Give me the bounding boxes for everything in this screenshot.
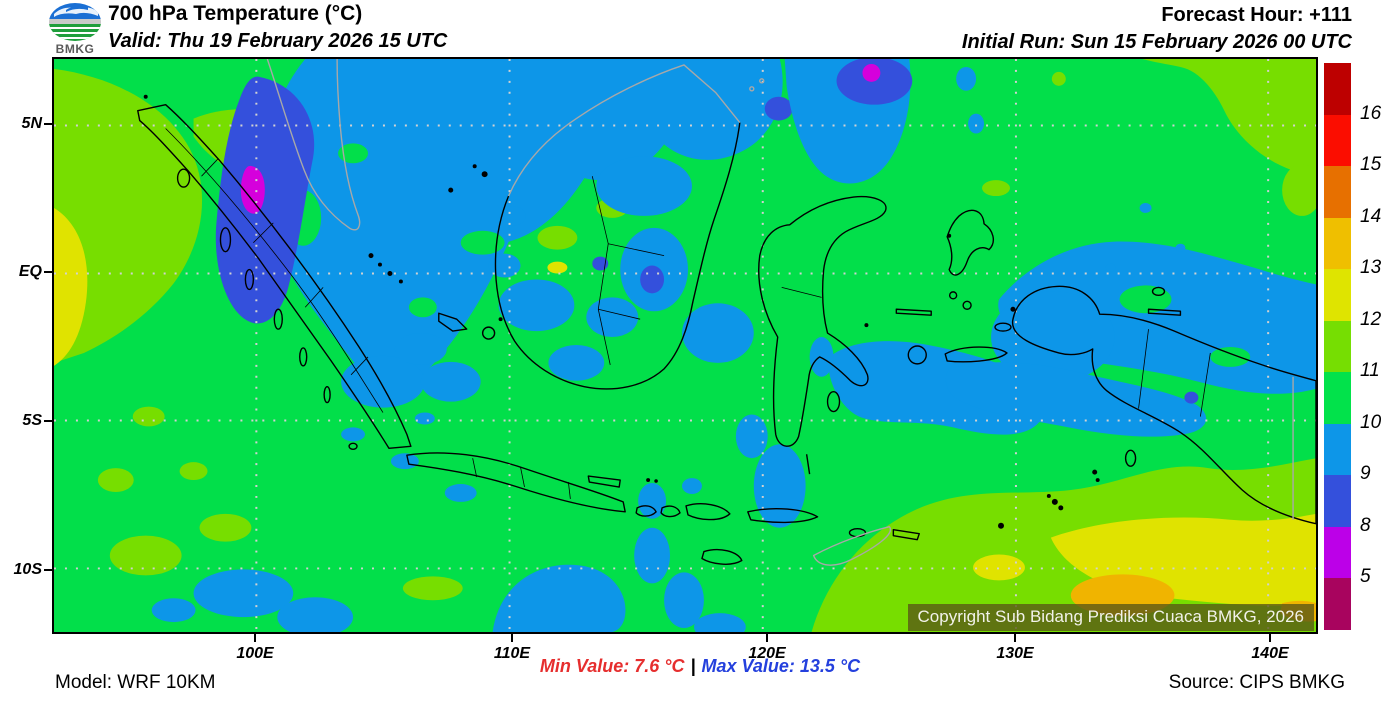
bmkg-logo-text: BMKG	[55, 42, 95, 56]
colorbar-segment	[1324, 423, 1351, 476]
colorbar-segment	[1324, 63, 1351, 115]
colorbar-tick-label: 15	[1360, 153, 1382, 175]
lon-axis-tick	[511, 634, 513, 642]
copyright-strip: Copyright Sub Bidang Prediksi Cuaca BMKG…	[907, 604, 1314, 631]
lon-axis-label: 140E	[1251, 645, 1289, 662]
lat-axis-tick	[44, 569, 52, 571]
colorbar-tick-label: 11	[1360, 360, 1380, 382]
small-islands	[143, 94, 1100, 529]
colorbar-labels: 16 15 14 13 12 11 10 9 8 5	[1360, 63, 1400, 630]
lat-axis-tick	[44, 271, 52, 273]
min-value: Min Value: 7.6 °C	[539, 656, 685, 676]
page-title: 700 hPa Temperature (°C)	[108, 2, 363, 25]
lon-axis-label: 100E	[236, 645, 274, 662]
lat-axis-label: 5N	[21, 115, 42, 132]
bmkg-logo: BMKG	[46, 2, 104, 56]
lon-axis-tick	[1269, 634, 1271, 642]
lat-axis-tick	[44, 420, 52, 422]
colorbar-tick-label: 9	[1360, 463, 1371, 485]
valid-time: Valid: Thu 19 February 2026 15 UTC	[108, 30, 448, 52]
initial-run: Initial Run: Sun 15 February 2026 00 UTC	[961, 31, 1352, 53]
lon-axis-label: 130E	[996, 645, 1034, 662]
lon-axis-tick	[254, 634, 256, 642]
colorbar-tick-label: 16	[1360, 102, 1382, 124]
colorbar-segment	[1324, 526, 1351, 579]
lon-axis-label: 110E	[493, 645, 531, 662]
colorbar-segment	[1324, 578, 1351, 630]
colorbar-segment	[1324, 114, 1351, 167]
colorbar-segment	[1324, 372, 1351, 424]
colorbar-tick-label: 14	[1360, 205, 1382, 227]
minmax-line: Min Value: 7.6 °C | Max Value: 13.5 °C	[540, 656, 860, 677]
lat-axis-label: EQ	[18, 263, 42, 280]
lon-axis-tick	[766, 634, 768, 642]
colorbar-tick-label: 8	[1360, 514, 1371, 536]
colorbar-tick-label: 13	[1360, 257, 1382, 279]
colorbar-tick-label: 5	[1360, 566, 1371, 588]
minmax-separator: |	[690, 656, 696, 676]
colorbar	[1324, 63, 1351, 630]
admin-borders	[165, 128, 1211, 499]
colorbar-segment	[1324, 166, 1351, 218]
max-value: Max Value: 13.5 °C	[701, 656, 861, 676]
lon-axis-label: 120E	[748, 645, 786, 662]
colorbar-segment	[1324, 269, 1351, 321]
model-label: Model: WRF 10KM	[55, 672, 216, 693]
foreign-coastlines	[266, 59, 1294, 566]
map-canvas	[52, 57, 1318, 634]
colorbar-segment	[1324, 217, 1351, 270]
bmkg-logo-icon	[49, 3, 101, 41]
lat-axis-tick	[44, 123, 52, 125]
lon-axis-tick	[1014, 634, 1016, 642]
colorbar-tick-label: 10	[1360, 411, 1382, 433]
colorbar-tick-label: 12	[1360, 308, 1382, 330]
lat-axis-label: 10S	[13, 561, 42, 578]
colorbar-segment	[1324, 320, 1351, 373]
colorbar-segment	[1324, 475, 1351, 527]
temperature-map	[54, 59, 1316, 632]
forecast-hour: Forecast Hour: +111	[1161, 4, 1352, 26]
lat-axis-label: 5S	[22, 412, 42, 429]
source-label: Source: CIPS BMKG	[1168, 672, 1345, 693]
